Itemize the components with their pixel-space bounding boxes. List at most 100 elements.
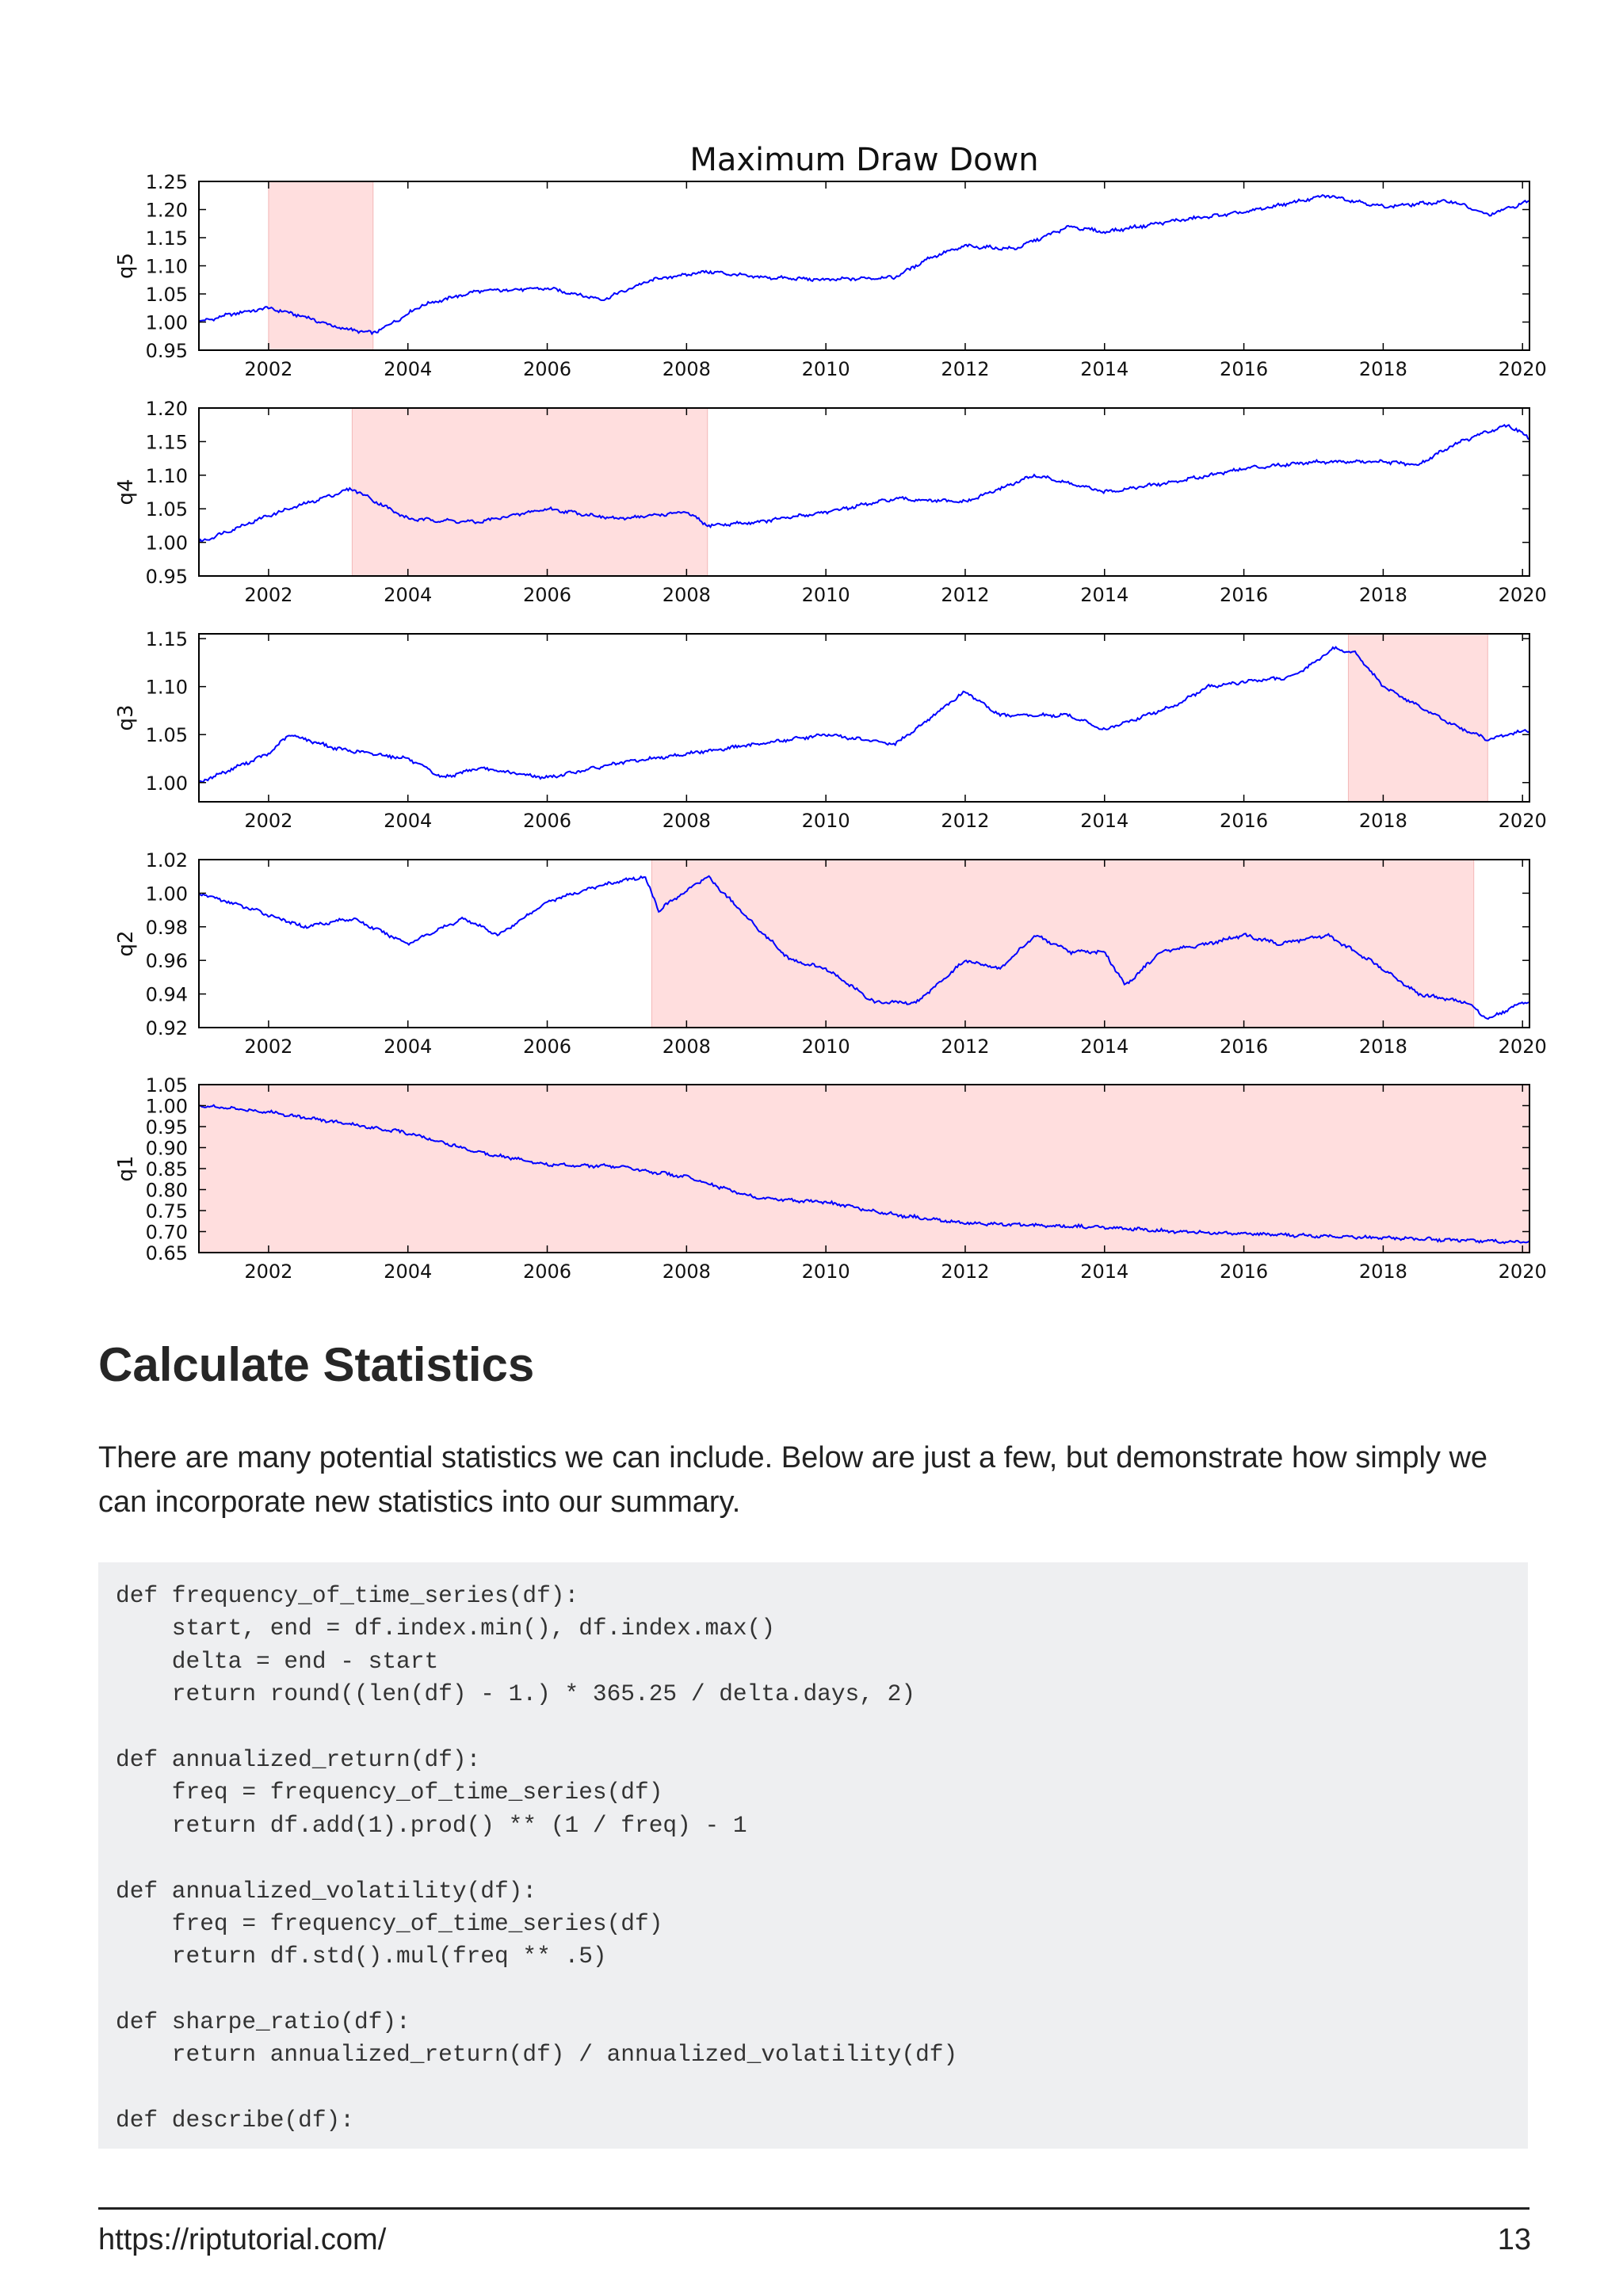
x-tick-label: 2020 [1499,1261,1547,1283]
code-line [116,1842,1512,1875]
code-line: return annualized_return(df) / annualize… [116,2041,958,2069]
x-tick-label: 2020 [1499,1035,1547,1058]
y-tick-label: 0.80 [146,1180,188,1202]
drawdown-shading [651,859,1475,1028]
series-line-q3 [198,646,1530,784]
x-tick-label: 2014 [1080,1261,1128,1283]
x-tick-label: 2014 [1080,810,1128,832]
code-line: return df.std().mul(freq ** .5) [116,1943,607,1970]
x-tick-label: 2018 [1359,1261,1407,1283]
y-tick-label: 1.20 [146,398,188,420]
y-axis-label: q4 [114,479,138,505]
y-tick-label: 1.05 [146,724,188,746]
y-tick-label: 0.95 [146,340,188,362]
y-tick-label: 1.00 [146,1096,188,1118]
y-tick-label: 0.94 [146,984,188,1006]
y-tick-label: 1.05 [146,1074,188,1097]
footer-divider [98,2207,1529,2210]
code-line [116,1974,1512,2006]
y-tick-label: 1.05 [146,284,188,306]
y-tick-label: 0.92 [146,1017,188,1039]
y-axis-label: q1 [114,1155,138,1181]
x-tick-label: 2008 [663,584,711,606]
x-tick-label: 2018 [1359,584,1407,606]
plot-frame [198,407,1530,577]
x-tick-label: 2016 [1220,358,1268,380]
x-tick-label: 2002 [244,358,292,380]
x-tick-label: 2018 [1359,1035,1407,1058]
y-tick-label: 1.00 [146,532,188,555]
code-line [116,2072,1512,2104]
x-tick-label: 2016 [1220,1261,1268,1283]
x-tick-label: 2016 [1220,1035,1268,1058]
x-tick-label: 2008 [663,358,711,380]
y-tick-label: 0.70 [146,1222,188,1244]
chart-panel-q5: 0.95 1.00 1.05 1.10 1.15 1.20 1.25 2002 2004 2006… [114,171,1547,380]
page-number: 13 [1497,2223,1531,2256]
y-axis-label: q5 [114,253,138,279]
y-tick-label: 1.00 [146,772,188,795]
x-tick-label: 2006 [523,358,571,380]
x-tick-label: 2014 [1080,358,1128,380]
x-tick-label: 2006 [523,810,571,832]
y-tick-label: 1.05 [146,498,188,521]
x-tick-label: 2004 [384,1035,432,1058]
x-tick-label: 2010 [802,810,850,832]
x-tick-label: 2010 [802,1035,850,1058]
code-line: def sharpe_ratio(df): [116,2008,411,2036]
footer-url: https://riptutorial.com/ [98,2223,387,2256]
y-tick-label: 0.96 [146,950,188,972]
x-tick-label: 2008 [663,1035,711,1058]
drawdown-shading [268,181,374,351]
y-tick-label: 1.10 [146,256,188,278]
series-line-q5 [198,193,1530,336]
y-tick-label: 0.95 [146,1116,188,1138]
code-line [116,1711,1512,1744]
x-tick-label: 2010 [802,584,850,606]
x-tick-label: 2006 [523,1261,571,1283]
x-tick-label: 2014 [1080,1035,1128,1058]
code-block: def frequency_of_time_series(df): start,… [98,1562,1528,2149]
y-tick-label: 0.98 [146,917,188,939]
y-tick-label: 0.90 [146,1138,188,1160]
y-tick-label: 0.85 [146,1158,188,1180]
x-tick-label: 2014 [1080,584,1128,606]
code-line: freq = frequency_of_time_series(df) [116,1779,663,1806]
code-line: def describe(df): [116,2107,354,2134]
x-tick-label: 2008 [663,1261,711,1283]
x-tick-label: 2010 [802,1261,850,1283]
code-line: return df.add(1).prod() ** (1 / freq) - … [116,1811,747,1839]
x-tick-label: 2020 [1499,810,1547,832]
x-tick-label: 2016 [1220,584,1268,606]
drawdown-shading [198,1084,1530,1253]
code-line: start, end = df.index.min(), df.index.ma… [116,1615,776,1642]
y-tick-label: 1.00 [146,883,188,905]
y-tick-label: 1.15 [146,227,188,250]
x-tick-label: 2012 [941,584,989,606]
series-line-q1 [198,1104,1530,1245]
plot-frame [198,181,1530,351]
y-tick-label: 1.10 [146,677,188,699]
x-tick-label: 2010 [802,358,850,380]
y-tick-label: 0.75 [146,1200,188,1222]
series-line-q4 [198,424,1530,543]
code-line: delta = end - start [116,1647,439,1675]
y-tick-label: 1.15 [146,431,188,453]
x-tick-label: 2012 [941,1261,989,1283]
chart-panel-q2: 0.92 0.94 0.96 0.98 1.00 1.02 2002 2004 2006 2008… [114,849,1547,1058]
y-axis-label: q3 [114,704,138,730]
chart-panel-q3: 1.00 1.05 1.10 1.15 2002 2004 2006 2008 2010 2012… [114,628,1547,832]
x-tick-label: 2004 [384,358,432,380]
y-tick-label: 1.20 [146,200,188,222]
x-tick-label: 2006 [523,1035,571,1058]
x-tick-label: 2004 [384,1261,432,1283]
x-tick-label: 2012 [941,810,989,832]
code-line: def annualized_return(df): [116,1745,481,1773]
x-tick-label: 2020 [1499,358,1547,380]
x-tick-label: 2016 [1220,810,1268,832]
x-tick-label: 2008 [663,810,711,832]
code-line: return round((len(df) - 1.) * 365.25 / d… [116,1680,916,1708]
drawdown-shading [351,407,708,577]
y-tick-label: 0.95 [146,566,188,588]
intro-paragraph: There are many potential statistics we c… [98,1441,1488,1519]
